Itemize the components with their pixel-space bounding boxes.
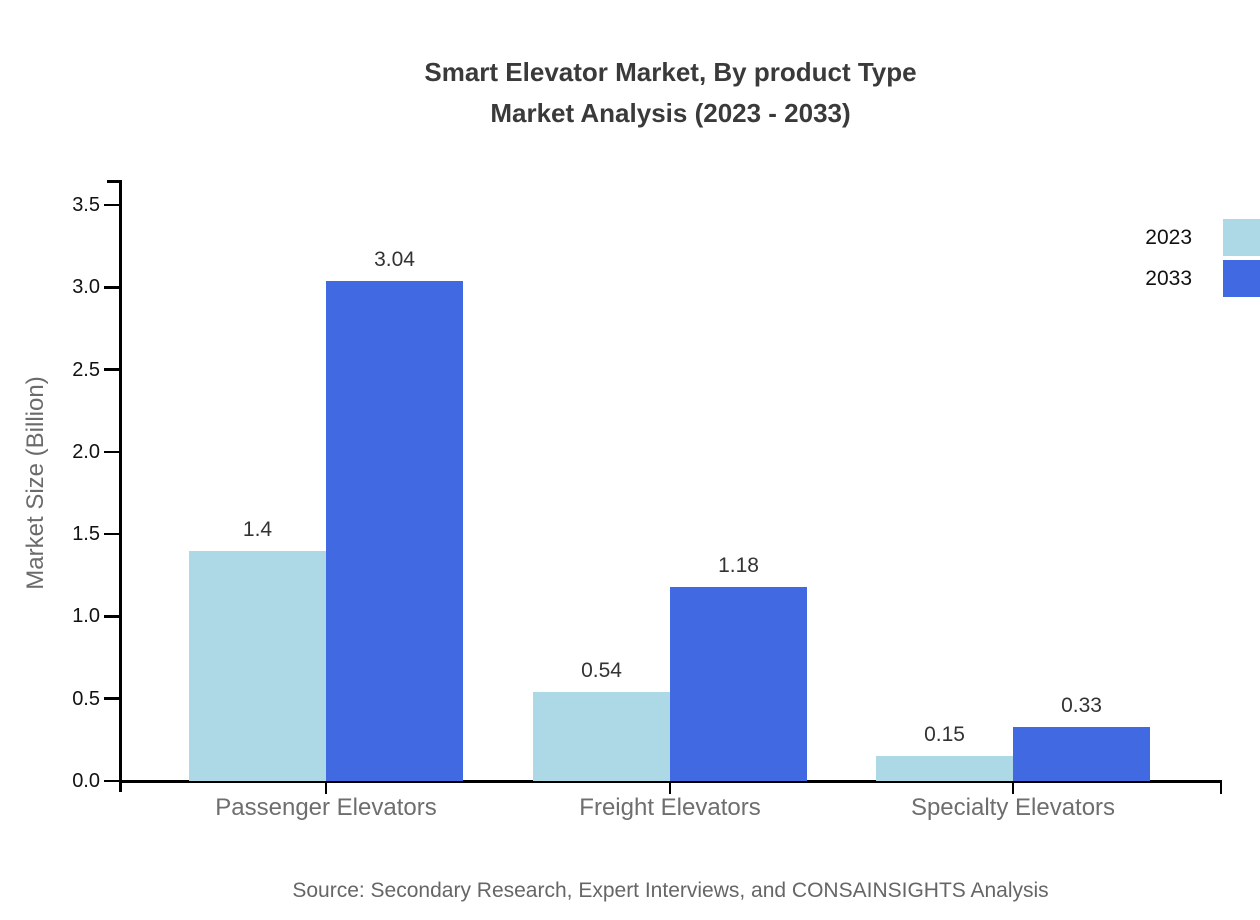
x-axis-right-cap: [1219, 780, 1222, 794]
x-axis-tick: [668, 781, 672, 794]
y-axis-tick: [104, 286, 120, 289]
bar-value-label: 0.54: [581, 659, 622, 683]
bar-2033-1: [670, 586, 807, 781]
legend: 2023 2033: [1145, 219, 1260, 297]
y-axis-tick-label: 2.5: [72, 358, 100, 381]
y-axis-tick: [104, 532, 120, 536]
legend-item-2033: 2033: [1145, 260, 1260, 297]
legend-swatch-2023: [1223, 219, 1260, 256]
legend-label-2023: 2023: [1145, 225, 1192, 249]
bar-value-label: 0.33: [1061, 693, 1102, 717]
bar-2023-0: [189, 550, 326, 781]
bar-2033-2: [1013, 726, 1150, 781]
y-axis-top-cap: [107, 180, 121, 183]
y-axis-tick: [104, 779, 120, 783]
legend-label-2033: 2033: [1145, 266, 1192, 290]
y-axis-tick-label: 0.5: [72, 687, 100, 710]
x-axis-category-label: Passenger Elevators: [215, 794, 437, 821]
legend-swatch-2033: [1223, 260, 1260, 297]
x-axis-category-label: Specialty Elevators: [910, 794, 1116, 821]
bar-value-label: 1.4: [242, 517, 273, 541]
x-axis-tick: [324, 781, 328, 794]
bar-value-label: 1.18: [718, 553, 759, 577]
bar-2023-1: [533, 692, 670, 781]
y-axis-tick-label: 1.5: [72, 523, 100, 546]
legend-item-2023: 2023: [1145, 219, 1260, 256]
y-axis-tick: [104, 203, 120, 207]
y-axis-tick: [104, 368, 120, 371]
y-axis-tick-label: 3.0: [72, 276, 100, 299]
y-axis-tick: [104, 615, 120, 618]
bar-value-label: 3.04: [374, 247, 415, 271]
y-axis-tick: [104, 450, 120, 454]
x-axis-tick: [1011, 781, 1015, 794]
x-axis-category-label: Freight Elevators: [579, 794, 761, 821]
y-axis-title: Market Size (Billion): [22, 376, 49, 590]
y-axis-tick: [104, 697, 120, 700]
y-axis-tick-label: 0.0: [72, 770, 100, 792]
y-axis-tick-label: 2.0: [72, 440, 100, 463]
bar-2033-0: [326, 280, 463, 781]
y-axis-tick-label: 1.0: [72, 605, 100, 628]
chart-title: Smart Elevator Market, By product Type M…: [424, 57, 917, 128]
bar-value-label: 0.15: [924, 723, 965, 747]
y-axis-spine: [119, 180, 122, 792]
bar-2023-2: [876, 756, 1013, 781]
y-axis-tick-label: 3.5: [72, 194, 100, 216]
source-attribution: Source: Secondary Research, Expert Inter…: [292, 879, 1049, 902]
